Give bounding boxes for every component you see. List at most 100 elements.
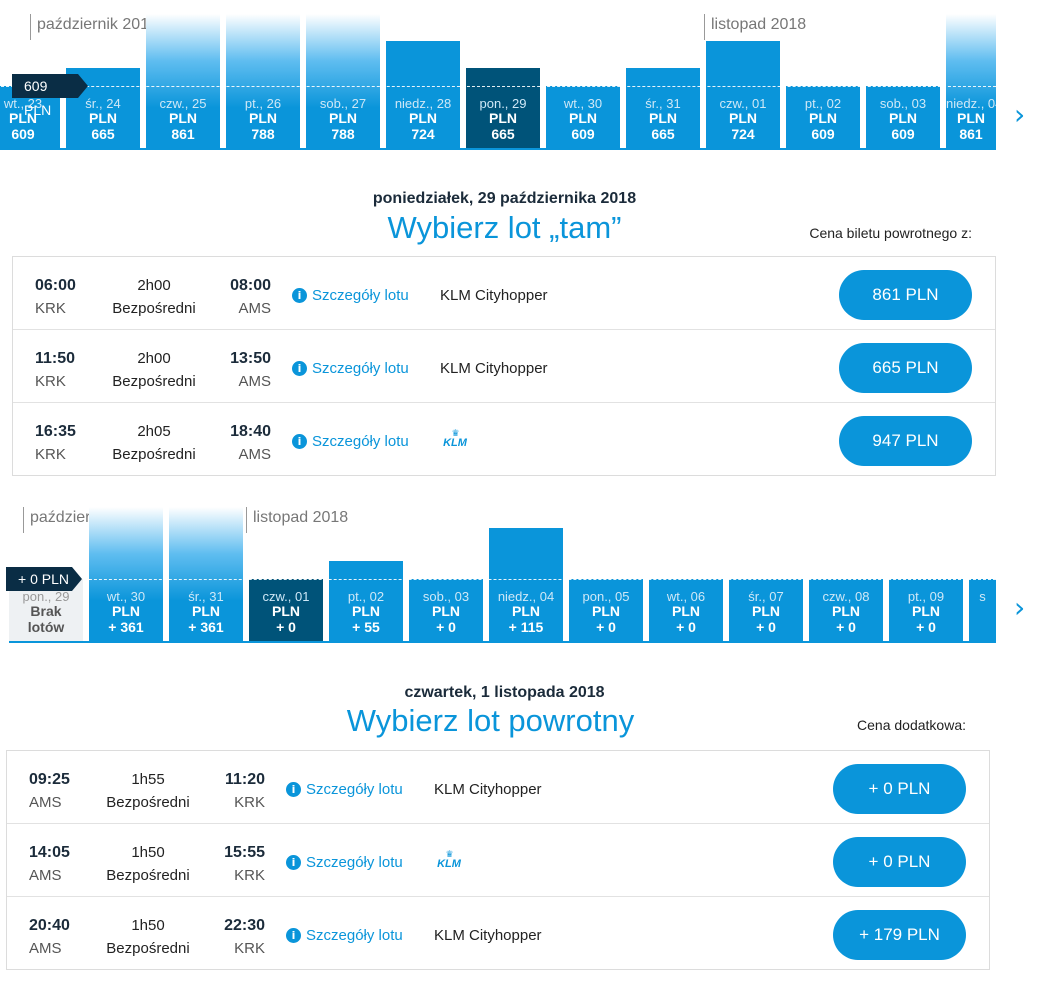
inbound-day-currency: PLN xyxy=(432,603,460,619)
airline-name: KLM Cityhopper xyxy=(440,360,548,377)
outbound-day-currency: PLN xyxy=(809,110,837,126)
flight-details-link[interactable]: i Szczegóły lotu xyxy=(292,287,409,304)
outbound-day-price: 609 xyxy=(891,126,915,142)
outbound-day-currency: PLN xyxy=(957,110,985,126)
chevron-right-icon[interactable]: › xyxy=(1014,591,1026,624)
inbound-flight-row[interactable]: 14:05 AMS 1h50 Bezpośredni 15:55 KRK i Szczegół… xyxy=(7,824,989,897)
outbound-price-note: Cena biletu powrotnego z: xyxy=(809,225,972,241)
outbound-day-label: wt., 30 xyxy=(563,96,603,111)
outbound-day-bar[interactable]: czw., 01 PLN 724 xyxy=(706,40,780,148)
inbound-day-label: czw., 08 xyxy=(822,589,870,604)
chevron-right-icon[interactable]: › xyxy=(1014,98,1026,131)
inbound-day-currency: PLN xyxy=(352,602,380,619)
outbound-day-bar[interactable]: śr., 24 PLN 665 xyxy=(66,67,140,148)
outbound-flight-row[interactable]: 16:35 KRK 2h05 Bezpośredni 18:40 AMS i Szczegół… xyxy=(13,403,995,476)
outbound-day-currency: PLN xyxy=(889,110,917,126)
price-button[interactable]: + 179 PLN xyxy=(833,910,966,960)
departure-airport: KRK xyxy=(35,300,66,317)
inbound-day-bar[interactable]: śr., 31 PLN + 361 xyxy=(169,507,243,641)
inbound-day-bar[interactable]: wt., 06 PLN + 0 xyxy=(649,579,723,641)
inbound-day-price: + 0 xyxy=(596,619,616,635)
inbound-day-bar[interactable]: pon., 05 PLN + 0 xyxy=(569,579,643,641)
outbound-day-bar[interactable]: wt., 30 PLN 609 xyxy=(546,86,620,148)
outbound-day-bar[interactable]: niedz., 28 PLN 724 xyxy=(386,40,460,148)
flight-details-link[interactable]: i Szczegóły lotu xyxy=(286,927,403,944)
inbound-day-bar[interactable]: wt., 30 PLN + 361 xyxy=(89,507,163,641)
flight-duration: 1h50 xyxy=(131,844,165,861)
outbound-day-label: sob., 27 xyxy=(319,96,367,111)
outbound-day-currency: PLN xyxy=(649,109,677,126)
outbound-day-bar[interactable]: sob., 27 PLN 788 xyxy=(306,14,380,148)
price-button[interactable]: 861 PLN xyxy=(839,270,972,320)
outbound-day-bar[interactable]: niedz., 04PLN861 xyxy=(946,14,996,148)
outbound-day-price: 724 xyxy=(411,125,435,142)
inbound-day-label: s xyxy=(979,589,986,604)
inbound-flight-row[interactable]: 20:40 AMS 1h50 Bezpośredni 22:30 KRK i Szczegół… xyxy=(7,897,989,970)
outbound-day-bar[interactable]: śr., 31 PLN 665 xyxy=(626,67,700,148)
departure-time: 20:40 xyxy=(29,917,70,934)
price-button[interactable]: 665 PLN xyxy=(839,343,972,393)
price-button[interactable]: 947 PLN xyxy=(839,416,972,466)
outbound-day-currency: PLN xyxy=(569,110,597,126)
airline-name: KLM Cityhopper xyxy=(434,927,542,944)
outbound-day-bar[interactable]: sob., 03 PLN 609 xyxy=(866,86,940,148)
outbound-day-label: pon., 29 xyxy=(479,95,527,111)
inbound-day-label: śr., 07 xyxy=(748,589,784,604)
outbound-day-bar[interactable]: pt., 26 PLN 788 xyxy=(226,14,300,148)
departure-airport: AMS xyxy=(29,794,62,811)
outbound-day-price: 609 xyxy=(11,126,35,142)
price-button[interactable]: + 0 PLN xyxy=(833,764,966,814)
outbound-calendar-strip: październik 2018 listopad 2018 wt., 23 PLN 6… xyxy=(0,0,1045,150)
inbound-day-bar[interactable]: pt., 09 PLN + 0 xyxy=(889,579,963,641)
inbound-day-label: pt., 09 xyxy=(907,589,945,604)
airline-name: KLM Cityhopper xyxy=(440,287,548,304)
inbound-day-bar[interactable]: czw., 01 PLN + 0 xyxy=(249,579,323,641)
outbound-day-currency: PLN xyxy=(9,110,37,126)
price-button[interactable]: + 0 PLN xyxy=(833,837,966,887)
arrival-airport: KRK xyxy=(234,794,265,811)
inbound-day-bar[interactable]: pt., 02 PLN + 55 xyxy=(329,560,403,641)
flight-details-label: Szczegóły lotu xyxy=(306,854,403,871)
flight-details-link[interactable]: i Szczegóły lotu xyxy=(286,781,403,798)
outbound-day-bar[interactable]: czw., 25 PLN 861 xyxy=(146,14,220,148)
departure-time: 16:35 xyxy=(35,423,76,440)
outbound-day-bar[interactable]: pt., 02 PLN 609 xyxy=(786,86,860,148)
outbound-day-price: 665 xyxy=(651,125,675,142)
outbound-day-price: 788 xyxy=(251,126,275,142)
flight-details-link[interactable]: i Szczegóły lotu xyxy=(286,854,403,871)
flight-type: Bezpośredni xyxy=(112,300,196,317)
departure-time: 11:50 xyxy=(35,350,76,367)
outbound-day-label: sob., 03 xyxy=(879,96,927,111)
inbound-day-label: czw., 01 xyxy=(262,589,310,604)
inbound-flight-row[interactable]: 09:25 AMS 1h55 Bezpośredni 11:20 KRK i Szczegół… xyxy=(7,751,989,824)
flight-details-link[interactable]: i Szczegóły lotu xyxy=(292,433,409,450)
info-icon: i xyxy=(292,434,307,449)
inbound-day-bar[interactable]: sob., 03 PLN + 0 xyxy=(409,579,483,641)
inbound-day-bar[interactable]: czw., 08 PLN + 0 xyxy=(809,579,883,641)
outbound-flight-row[interactable]: 11:50 KRK 2h00 Bezpośredni 13:50 AMS i Szczegół… xyxy=(13,330,995,403)
flight-duration: 2h05 xyxy=(137,423,171,440)
inbound-day-price: + 115 xyxy=(508,618,544,635)
info-icon: i xyxy=(286,782,301,797)
outbound-day-label: czw., 01 xyxy=(719,95,767,111)
inbound-day-bar[interactable]: śr., 07 PLN + 0 xyxy=(729,579,803,641)
outbound-day-bar[interactable]: pon., 29 PLN 665 xyxy=(466,67,540,148)
inbound-day-currency: Brak xyxy=(30,603,62,619)
inbound-day-bar[interactable]: niedz., 04 PLN + 115 xyxy=(489,528,563,641)
inbound-day-label: niedz., 04 xyxy=(497,588,555,604)
inbound-day-bar[interactable]: s xyxy=(969,579,996,641)
outbound-day-label: pt., 26 xyxy=(244,96,282,111)
flight-details-link[interactable]: i Szczegóły lotu xyxy=(292,360,409,377)
outbound-flight-row[interactable]: 06:00 KRK 2h00 Bezpośredni 08:00 AMS i Szczegół… xyxy=(13,257,995,330)
inbound-day-label: wt., 06 xyxy=(666,589,706,604)
flight-type: Bezpośredni xyxy=(106,867,190,884)
flight-duration: 1h55 xyxy=(131,771,165,788)
arrival-time: 08:00 xyxy=(230,277,271,294)
arrival-time: 13:50 xyxy=(230,350,271,367)
outbound-day-currency: PLN xyxy=(489,109,517,126)
flight-type: Bezpośredni xyxy=(106,940,190,957)
info-icon: i xyxy=(292,288,307,303)
klm-logo-icon: ♛ KLM xyxy=(439,429,471,451)
arrival-airport: AMS xyxy=(238,300,271,317)
